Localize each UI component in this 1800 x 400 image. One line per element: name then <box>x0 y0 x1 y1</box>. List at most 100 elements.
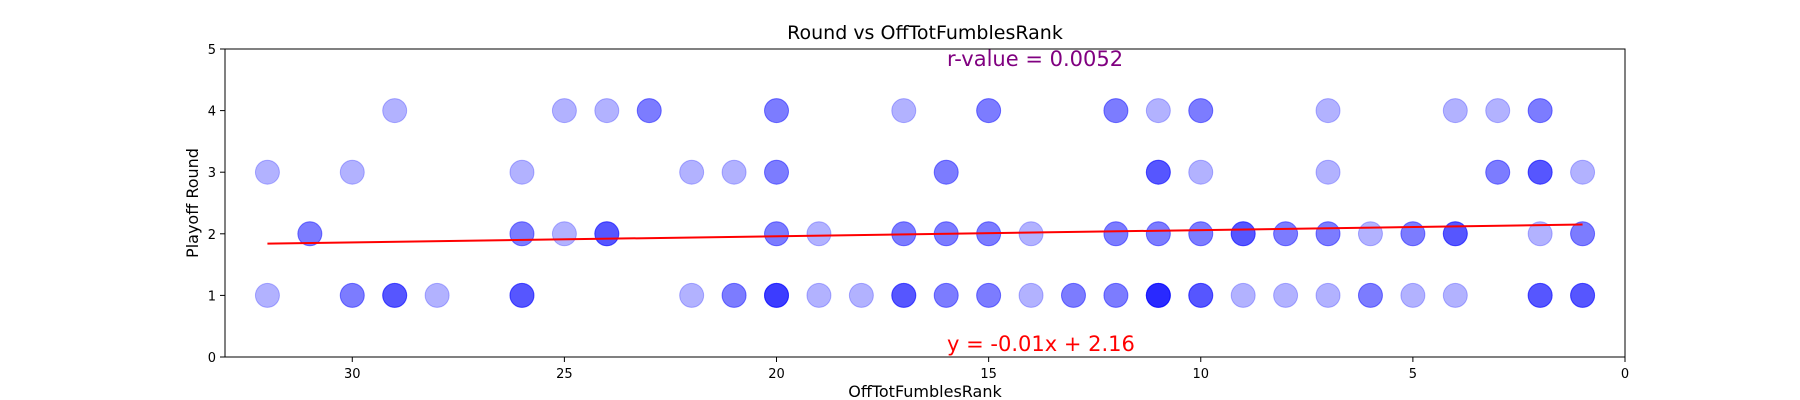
data-point <box>339 282 365 308</box>
data-point <box>764 159 790 185</box>
data-point <box>764 98 790 124</box>
data-point <box>1570 221 1596 247</box>
data-point <box>1188 159 1214 185</box>
data-point <box>339 282 365 308</box>
data-point <box>509 221 535 247</box>
data-point <box>1230 221 1256 247</box>
data-point <box>721 159 747 185</box>
data-point <box>424 282 450 308</box>
data-point <box>1103 282 1129 308</box>
data-point <box>891 282 917 308</box>
data-point <box>1273 221 1299 247</box>
y-tick-label: 5 <box>208 43 216 58</box>
data-point <box>1145 159 1171 185</box>
data-point <box>636 98 662 124</box>
data-point <box>1527 221 1553 247</box>
data-point <box>382 282 408 308</box>
plot-frame <box>224 48 1626 358</box>
data-point <box>1527 282 1553 308</box>
data-point <box>976 98 1002 124</box>
data-point <box>933 159 959 185</box>
data-point <box>1145 221 1171 247</box>
data-point <box>509 282 535 308</box>
regression-layer <box>267 223 1583 245</box>
data-point <box>254 282 280 308</box>
data-point <box>891 98 917 124</box>
data-point <box>806 221 832 247</box>
data-point <box>594 98 620 124</box>
data-point <box>1103 221 1129 247</box>
r-value-annotation: r-value = 0.0052 <box>947 47 1123 71</box>
regression-line <box>267 223 1583 245</box>
data-point <box>1570 282 1596 308</box>
data-point <box>1145 282 1171 308</box>
y-axis-ticks: 0 1 2 3 4 5 <box>208 43 225 366</box>
data-point <box>509 159 535 185</box>
regression-equation-annotation: y = -0.01x + 2.16 <box>947 332 1135 356</box>
data-point <box>1145 98 1171 124</box>
data-point <box>509 282 535 308</box>
data-point <box>1060 282 1086 308</box>
data-point <box>891 282 917 308</box>
data-point <box>1485 159 1511 185</box>
data-point <box>1315 221 1341 247</box>
data-point <box>594 221 620 247</box>
data-point <box>976 282 1002 308</box>
data-point <box>509 282 535 308</box>
data-point <box>1527 159 1553 185</box>
data-point <box>933 282 959 308</box>
data-point <box>1357 282 1383 308</box>
data-point <box>1315 282 1341 308</box>
data-point <box>1315 98 1341 124</box>
data-point <box>1570 282 1596 308</box>
data-point <box>933 282 959 308</box>
x-tick-label: 10 <box>1192 367 1209 382</box>
data-point <box>1400 282 1426 308</box>
x-tick-label: 20 <box>768 367 785 382</box>
data-point <box>1442 98 1468 124</box>
data-point <box>382 282 408 308</box>
data-point <box>1442 221 1468 247</box>
data-point <box>1188 282 1214 308</box>
data-point <box>339 159 365 185</box>
data-point <box>1230 221 1256 247</box>
data-point <box>1570 159 1596 185</box>
data-point <box>1145 282 1171 308</box>
data-point <box>976 98 1002 124</box>
data-point <box>1527 282 1553 308</box>
points-layer <box>254 98 1596 308</box>
data-point <box>764 221 790 247</box>
data-point <box>1527 98 1553 124</box>
data-point <box>1060 282 1086 308</box>
y-tick-label: 2 <box>208 228 216 243</box>
data-point <box>297 221 323 247</box>
data-point <box>933 159 959 185</box>
x-axis-label: OffTotFumblesRank <box>848 382 1002 400</box>
data-point <box>679 282 705 308</box>
y-axis-label: Playoff Round <box>183 148 202 258</box>
data-point <box>1315 159 1341 185</box>
data-point <box>1145 282 1171 308</box>
data-point <box>1442 221 1468 247</box>
data-point <box>1188 221 1214 247</box>
y-tick-label: 0 <box>208 351 216 366</box>
data-point <box>764 221 790 247</box>
data-point <box>1357 282 1383 308</box>
data-point <box>382 98 408 124</box>
x-axis-ticks: 30 25 20 15 10 5 0 <box>344 357 1629 382</box>
data-point <box>1527 282 1553 308</box>
data-point <box>1485 98 1511 124</box>
data-point <box>1188 282 1214 308</box>
y-tick-label: 3 <box>208 166 216 181</box>
data-point <box>1188 221 1214 247</box>
data-point <box>1188 98 1214 124</box>
data-point <box>806 282 832 308</box>
data-point <box>679 159 705 185</box>
data-point <box>1527 98 1553 124</box>
data-point <box>1230 282 1256 308</box>
data-point <box>1230 221 1256 247</box>
data-point <box>721 282 747 308</box>
x-tick-label: 15 <box>980 367 997 382</box>
data-point <box>1485 159 1511 185</box>
y-tick-label: 4 <box>208 105 216 120</box>
